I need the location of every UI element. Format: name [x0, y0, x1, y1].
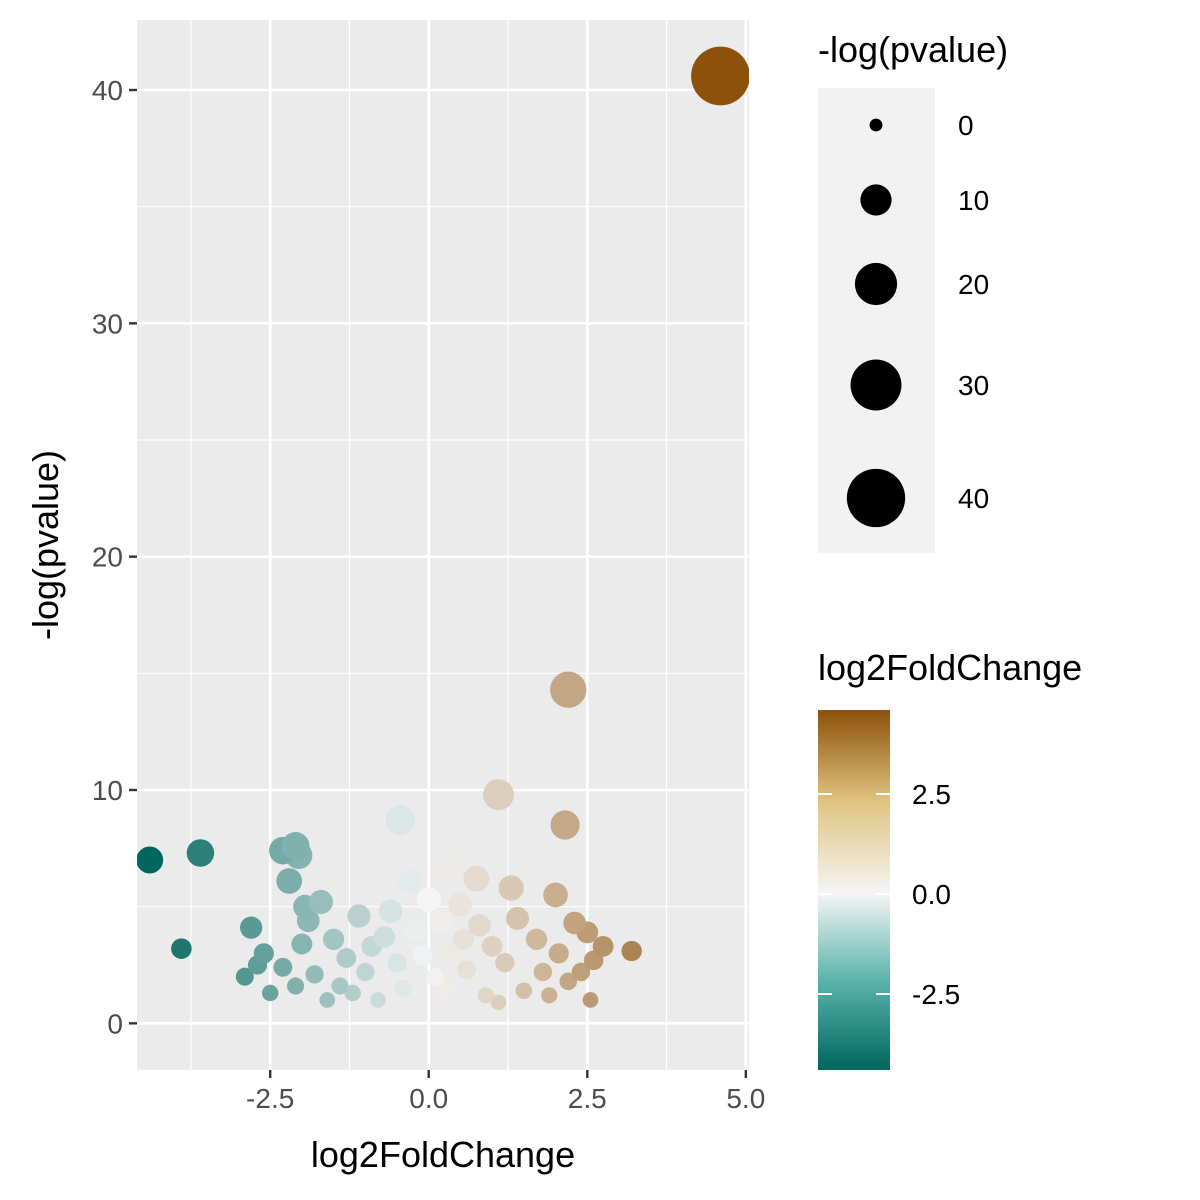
data-point — [571, 962, 591, 982]
data-point — [498, 875, 524, 901]
data-point — [416, 887, 441, 912]
data-point — [495, 952, 515, 973]
data-point — [548, 943, 569, 964]
colorbar-label: -2.5 — [912, 979, 960, 1010]
size-legend-key — [850, 359, 902, 411]
y-tick-label: 30 — [92, 308, 123, 339]
size-legend-key — [854, 262, 898, 306]
size-legend: -log(pvalue) 0 10 20 30 40 — [818, 29, 1008, 553]
data-point — [483, 779, 514, 811]
data-point — [186, 839, 215, 867]
data-point — [541, 987, 558, 1004]
color-legend: log2FoldChange 2.5 0.0 -2.5 — [818, 647, 1082, 1070]
y-axis-title: -log(pvalue) — [25, 450, 66, 640]
color-legend-title: log2FoldChange — [818, 647, 1082, 688]
size-legend-label: 40 — [958, 483, 989, 514]
data-point — [477, 987, 494, 1004]
data-point — [430, 909, 453, 933]
size-legend-key — [846, 468, 906, 528]
data-point — [171, 938, 192, 959]
x-tick-label: -2.5 — [246, 1083, 294, 1114]
axes: -2.5 0.0 2.5 5.0 0 10 20 30 40 — [92, 75, 765, 1114]
data-point — [550, 810, 580, 840]
data-point — [506, 906, 530, 930]
data-point — [240, 916, 263, 939]
size-legend-label: 30 — [958, 370, 989, 401]
data-point — [331, 977, 349, 995]
data-point — [550, 671, 587, 708]
colorbar-label: 0.0 — [912, 879, 951, 910]
data-point — [426, 967, 445, 986]
x-tick-label: 5.0 — [726, 1083, 765, 1114]
data-point — [387, 952, 407, 973]
data-point — [452, 928, 475, 951]
data-point — [373, 926, 396, 948]
data-point — [621, 940, 642, 962]
data-point — [286, 977, 305, 995]
data-point — [137, 846, 164, 874]
data-point — [481, 935, 503, 957]
data-point — [592, 935, 614, 957]
data-point — [291, 933, 313, 955]
y-tick-label: 40 — [92, 75, 123, 106]
data-point — [385, 805, 415, 836]
data-point — [468, 914, 491, 937]
data-point — [582, 992, 599, 1008]
data-point — [543, 882, 568, 908]
data-point — [235, 967, 254, 986]
data-point — [336, 948, 357, 968]
data-point — [515, 982, 533, 999]
data-point — [525, 928, 548, 951]
data-point — [563, 911, 586, 935]
data-point — [308, 889, 334, 915]
size-legend-label: 10 — [958, 185, 989, 216]
data-point — [273, 957, 293, 977]
colorbar — [818, 710, 890, 1070]
y-tick-label: 0 — [107, 1008, 123, 1039]
data-point — [434, 858, 461, 885]
x-axis-title: log2FoldChange — [311, 1134, 575, 1175]
data-point — [344, 984, 361, 1002]
data-point — [276, 868, 303, 894]
data-point — [457, 960, 477, 980]
data-point — [405, 1006, 420, 1022]
data-point — [378, 899, 403, 924]
data-point — [347, 904, 371, 928]
data-point — [490, 994, 507, 1011]
data-point — [436, 982, 453, 999]
data-points — [137, 46, 749, 1022]
x-tick-label: 0.0 — [409, 1083, 448, 1114]
plot-panel — [137, 20, 749, 1070]
data-point — [319, 992, 336, 1008]
data-point — [412, 945, 433, 966]
size-legend-label: 0 — [958, 110, 974, 141]
size-legend-label: 20 — [958, 269, 989, 300]
y-tick-label: 20 — [92, 542, 123, 573]
data-point — [261, 984, 279, 1002]
data-point — [281, 832, 310, 860]
data-point — [405, 918, 428, 942]
data-point — [691, 46, 749, 106]
size-legend-key — [869, 118, 883, 132]
data-point — [396, 868, 423, 894]
data-point — [559, 972, 578, 991]
size-legend-title: -log(pvalue) — [818, 29, 1008, 70]
data-point — [322, 928, 345, 951]
x-tick-label: 2.5 — [568, 1083, 607, 1114]
size-legend-key — [860, 184, 892, 216]
colorbar-label: 2.5 — [912, 779, 951, 810]
data-point — [356, 962, 375, 982]
data-point — [448, 892, 473, 917]
data-point — [533, 962, 553, 982]
data-point — [253, 943, 274, 964]
y-tick-label: 10 — [92, 775, 123, 806]
data-point — [463, 865, 490, 892]
data-point — [394, 979, 412, 997]
data-point — [370, 992, 386, 1008]
data-point — [305, 965, 324, 984]
